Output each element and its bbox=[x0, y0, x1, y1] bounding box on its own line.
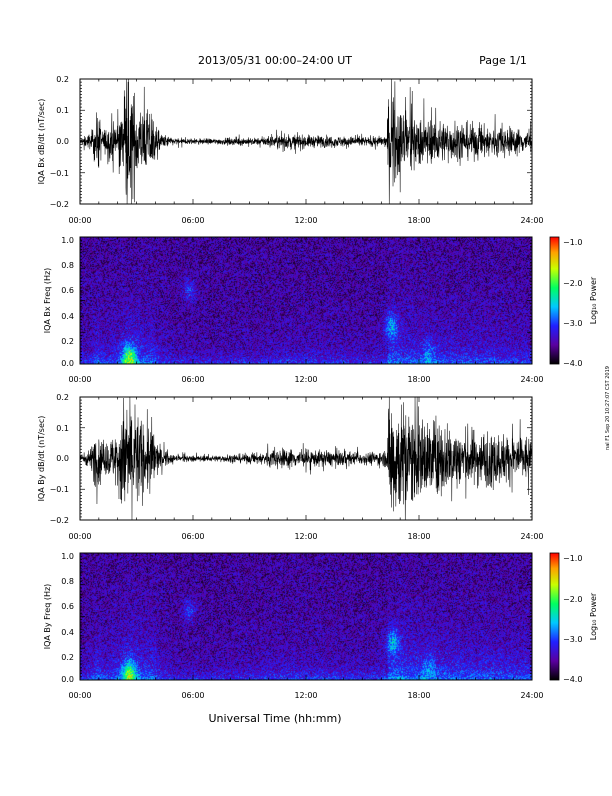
by-spectrogram-ytick: 0.0 bbox=[61, 675, 74, 684]
bx-spectrogram-ytick: 0.6 bbox=[61, 286, 74, 295]
by-dbdt-xtick: 12:00 bbox=[294, 532, 317, 541]
bx-spectrogram-ylabel: IQA Bx Freq (Hz) bbox=[43, 268, 52, 334]
figure-title: 2013/05/31 00:00–24:00 UT bbox=[198, 54, 352, 67]
bx-spectrogram-ytick: 0.4 bbox=[61, 312, 74, 321]
bx-dbdt-xtick: 12:00 bbox=[294, 216, 317, 225]
by-spectrogram-xtick: 00:00 bbox=[68, 691, 91, 700]
by-dbdt-xtick: 06:00 bbox=[181, 532, 204, 541]
by-spectrogram-ylabel: IQA By Freq (Hz) bbox=[43, 584, 52, 650]
by-spectrogram-ytick: 0.4 bbox=[61, 628, 74, 637]
by-dbdt-xtick: 24:00 bbox=[520, 532, 543, 541]
by-spectrogram-xtick: 06:00 bbox=[181, 691, 204, 700]
bx-spectrogram-xtick: 18:00 bbox=[407, 375, 430, 384]
bx-dbdt-panel: IQA Bx dB/dt (nT/sec) 0.2 0.1 0.0 −0.1 −… bbox=[37, 75, 544, 225]
by-dbdt-ylabel: IQA By dB/dt (nT/sec) bbox=[37, 416, 46, 502]
by-spectrogram-image bbox=[80, 553, 532, 680]
by-dbdt-ytick: 0.0 bbox=[56, 454, 69, 463]
by-dbdt-panel: IQA By dB/dt (nT/sec) 0.2 0.1 0.0 −0.1 −… bbox=[37, 393, 544, 541]
by-colorbar-gradient bbox=[550, 553, 559, 680]
bx-spectrogram-panel: IQA Bx Freq (Hz) 1.0 0.8 0.6 0.4 0.2 0.0… bbox=[43, 236, 598, 384]
bx-spectrogram-ytick: 1.0 bbox=[61, 236, 74, 245]
bx-colorbar: −1.0 −2.0 −3.0 −4.0 Log₁₀ Power bbox=[549, 236, 598, 368]
bx-spectrogram-ticks bbox=[79, 236, 533, 365]
bx-dbdt-ytick: 0.0 bbox=[56, 137, 69, 146]
bx-dbdt-ylabel: IQA Bx dB/dt (nT/sec) bbox=[37, 99, 46, 185]
by-colorbar-tick: −1.0 bbox=[563, 554, 582, 563]
bx-colorbar-tick: −2.0 bbox=[563, 279, 582, 288]
bx-dbdt-ytick: 0.1 bbox=[56, 106, 69, 115]
by-dbdt-ytick: 0.2 bbox=[56, 393, 69, 402]
by-dbdt-trace bbox=[79, 396, 533, 521]
by-spectrogram-xtick: 18:00 bbox=[407, 691, 430, 700]
bx-spectrogram-image bbox=[80, 237, 532, 364]
bx-dbdt-ytick: −0.2 bbox=[50, 200, 69, 209]
bx-colorbar-tick: −1.0 bbox=[563, 238, 582, 247]
bx-dbdt-ticks bbox=[79, 78, 533, 205]
bx-spectrogram-ytick: 0.2 bbox=[61, 337, 74, 346]
by-colorbar-frame bbox=[549, 552, 560, 681]
by-dbdt-ytick: −0.2 bbox=[50, 516, 69, 525]
by-dbdt-xtick: 18:00 bbox=[407, 532, 430, 541]
bx-dbdt-xtick: 18:00 bbox=[407, 216, 430, 225]
bx-dbdt-xtick: 06:00 bbox=[181, 216, 204, 225]
bx-dbdt-line bbox=[79, 78, 533, 205]
bx-dbdt-ytick: −0.1 bbox=[50, 169, 69, 178]
by-spectrogram-ytick: 0.6 bbox=[61, 602, 74, 611]
by-spectrogram-ytick: 0.8 bbox=[61, 577, 74, 586]
by-colorbar-label: Log₁₀ Power bbox=[589, 592, 598, 640]
bx-spectrogram-xtick: 12:00 bbox=[294, 375, 317, 384]
by-spectrogram-ytick: 0.2 bbox=[61, 653, 74, 662]
bx-dbdt-trace bbox=[79, 78, 533, 205]
bx-colorbar-tick: −3.0 bbox=[563, 319, 582, 328]
bx-dbdt-xtick: 24:00 bbox=[520, 216, 543, 225]
by-spectrogram-ytick: 1.0 bbox=[61, 552, 74, 561]
by-dbdt-xtick: 00:00 bbox=[68, 532, 91, 541]
by-spectrogram-panel: IQA By Freq (Hz) 1.0 0.8 0.6 0.4 0.2 0.0… bbox=[43, 552, 598, 700]
by-spectrogram-ticks bbox=[79, 552, 533, 681]
bx-colorbar-tick: −4.0 bbox=[563, 359, 582, 368]
bx-spectrogram-xtick: 06:00 bbox=[181, 375, 204, 384]
bx-colorbar-frame bbox=[549, 236, 560, 365]
by-dbdt-line bbox=[79, 396, 533, 521]
by-dbdt-ytick: 0.1 bbox=[56, 424, 69, 433]
by-dbdt-ytick: −0.1 bbox=[50, 485, 69, 494]
bx-dbdt-ytick: 0.2 bbox=[56, 75, 69, 84]
by-colorbar: −1.0 −2.0 −3.0 −4.0 Log₁₀ Power bbox=[549, 552, 598, 684]
bx-spectrogram-xtick: 24:00 bbox=[520, 375, 543, 384]
by-colorbar-tick: −2.0 bbox=[563, 595, 582, 604]
bx-colorbar-gradient bbox=[550, 237, 559, 364]
by-spectrogram-xtick: 24:00 bbox=[520, 691, 543, 700]
bx-spectrogram-ytick: 0.8 bbox=[61, 261, 74, 270]
by-spectrogram-xtick: 12:00 bbox=[294, 691, 317, 700]
page-indicator: Page 1/1 bbox=[479, 54, 527, 67]
bx-colorbar-label: Log₁₀ Power bbox=[589, 276, 598, 324]
x-axis-label: Universal Time (hh:mm) bbox=[209, 712, 342, 725]
by-colorbar-tick: −4.0 bbox=[563, 675, 582, 684]
bx-dbdt-xtick: 00:00 bbox=[68, 216, 91, 225]
by-dbdt-ticks bbox=[79, 396, 533, 521]
bx-spectrogram-xtick: 00:00 bbox=[68, 375, 91, 384]
side-timestamp: nal F1 Sep 20 10:27:07 CST 2019 bbox=[605, 366, 611, 450]
by-colorbar-tick: −3.0 bbox=[563, 635, 582, 644]
bx-spectrogram-ytick: 0.0 bbox=[61, 359, 74, 368]
